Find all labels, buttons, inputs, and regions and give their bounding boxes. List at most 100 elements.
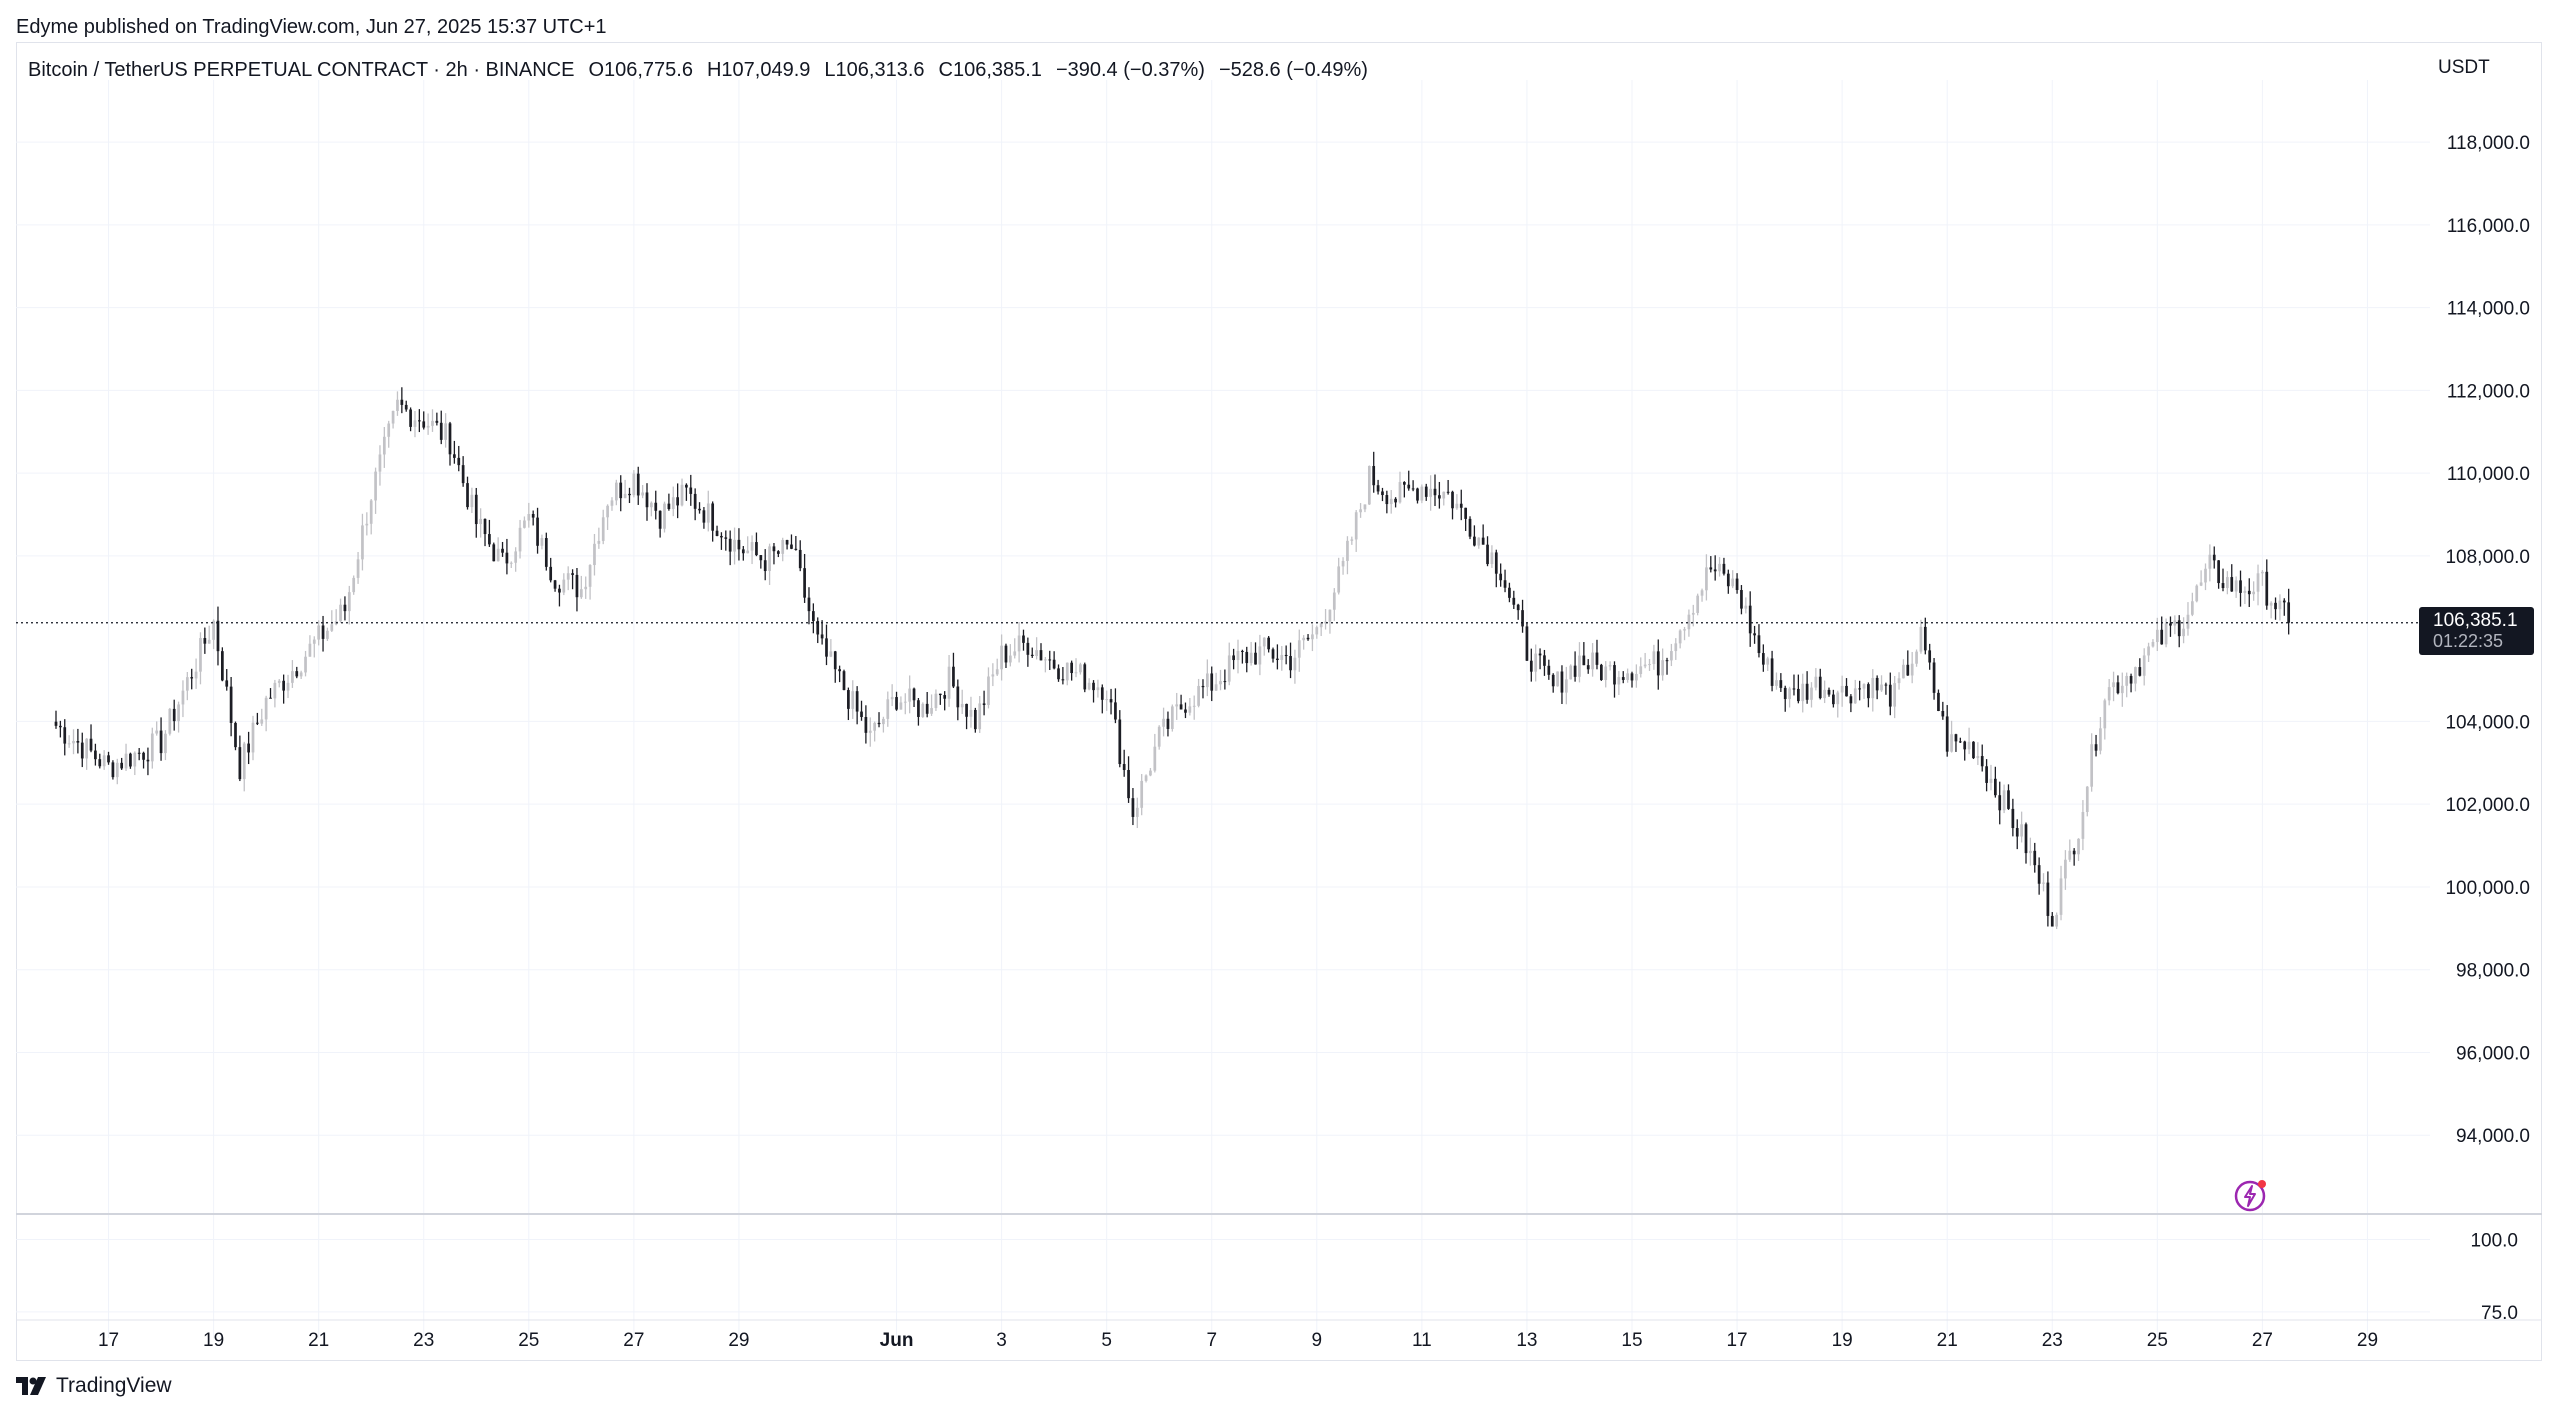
candle-body <box>98 759 102 767</box>
candle-body <box>1880 684 1883 691</box>
candle-body <box>2085 786 2089 812</box>
candle-body <box>137 752 141 754</box>
candle-body <box>1976 756 1980 759</box>
y-tick-label: 94,000.0 <box>2456 1126 2530 1147</box>
candle-body <box>453 454 456 458</box>
candle-body <box>1153 746 1157 771</box>
candle-body <box>1652 651 1656 665</box>
candle-body <box>1626 673 1629 680</box>
candle-body <box>146 759 150 762</box>
candle-body <box>728 538 732 552</box>
candle-body <box>1149 770 1152 776</box>
candle-body <box>1144 775 1148 781</box>
candle-body <box>1849 696 1853 704</box>
candle-body <box>553 580 557 589</box>
candle-body <box>1227 655 1231 682</box>
extra-change-value: −528.6 (−0.49%) <box>1218 59 1368 81</box>
y-tick-label: 96,000.0 <box>2456 1043 2530 1064</box>
candle-body <box>1499 573 1503 581</box>
candle-body <box>1232 655 1235 661</box>
candle-body <box>1293 657 1297 671</box>
candle-body <box>435 420 439 423</box>
candle-body <box>479 518 483 525</box>
candle-body <box>982 703 986 705</box>
candle-body <box>85 738 89 759</box>
candle-body <box>1906 664 1910 676</box>
tradingview-brand[interactable]: TradingView <box>16 1374 172 1398</box>
x-tick-label: 3 <box>996 1330 1007 1351</box>
candle-body <box>965 703 968 717</box>
candle-body <box>2226 577 2229 589</box>
candle-body <box>404 404 408 410</box>
candle-body <box>1372 466 1376 486</box>
currency-unit-label[interactable]: USDT <box>2438 57 2490 78</box>
x-tick-label: 19 <box>1832 1330 1853 1351</box>
candle-body <box>1170 706 1174 729</box>
candle-body <box>575 574 579 598</box>
candle-body <box>1792 688 1796 690</box>
candle-body <box>1923 626 1927 651</box>
candle-body <box>868 730 872 733</box>
candle-body <box>1376 485 1380 492</box>
candle-body <box>457 457 461 466</box>
candle-body <box>1411 488 1415 490</box>
y-tick-label: 110,000.0 <box>2447 464 2530 485</box>
candle-body <box>1503 580 1507 588</box>
x-tick-label: 29 <box>2357 1330 2378 1351</box>
candle-body <box>1205 673 1209 688</box>
candle-body <box>693 493 697 509</box>
candle-body <box>2055 914 2059 927</box>
candle-body <box>2050 915 2054 927</box>
candle-body <box>2212 554 2216 561</box>
candle-body <box>2182 628 2185 637</box>
candle-body <box>2072 850 2076 855</box>
candle-body <box>2274 602 2277 610</box>
candle-body <box>1481 537 1485 545</box>
candle-body <box>1236 650 1240 661</box>
candle-body <box>1052 659 1056 669</box>
candle-body <box>194 671 198 679</box>
candle-body <box>531 514 535 518</box>
candle-body <box>549 566 553 581</box>
lightning-bolt-icon[interactable] <box>2234 1178 2268 1212</box>
candle-body <box>299 672 303 677</box>
candle-body <box>1564 679 1568 693</box>
candle-body <box>1429 488 1432 497</box>
candle-body <box>1560 671 1564 693</box>
candle-body <box>1100 687 1104 700</box>
candle-body <box>470 494 474 508</box>
candle-body <box>1875 677 1879 691</box>
candle-body <box>391 410 395 424</box>
candle-body <box>1004 645 1008 663</box>
x-tick-label: 7 <box>1206 1330 1217 1351</box>
candle-body <box>1748 605 1752 634</box>
candle-body <box>628 493 631 496</box>
candle-body <box>1801 683 1805 702</box>
candle-body <box>807 597 811 612</box>
candle-body <box>2064 859 2067 879</box>
candle-body <box>330 624 334 631</box>
candle-body <box>1639 666 1643 674</box>
candle-body <box>2020 824 2023 837</box>
candle-body <box>1521 610 1524 627</box>
candle-body <box>772 546 776 552</box>
candle-body <box>1617 677 1621 685</box>
symbol-label[interactable]: Bitcoin / TetherUS PERPETUAL CONTRACT · … <box>28 59 575 81</box>
candle-body <box>1700 590 1704 596</box>
candle-body <box>536 517 539 546</box>
candle-body <box>1271 649 1275 659</box>
candle-body <box>466 483 469 508</box>
x-tick-label: 15 <box>1621 1330 1642 1351</box>
candle-body <box>2278 600 2282 610</box>
candle-body <box>1525 626 1529 661</box>
candle-body <box>312 639 316 644</box>
candle-body <box>750 542 754 551</box>
candle-body <box>242 743 246 780</box>
candle-body <box>1915 651 1918 664</box>
candle-body <box>2173 620 2177 626</box>
candle-body <box>203 638 207 644</box>
candle-body <box>588 565 592 587</box>
candle-body <box>1188 706 1192 713</box>
candle-body <box>1573 665 1577 677</box>
